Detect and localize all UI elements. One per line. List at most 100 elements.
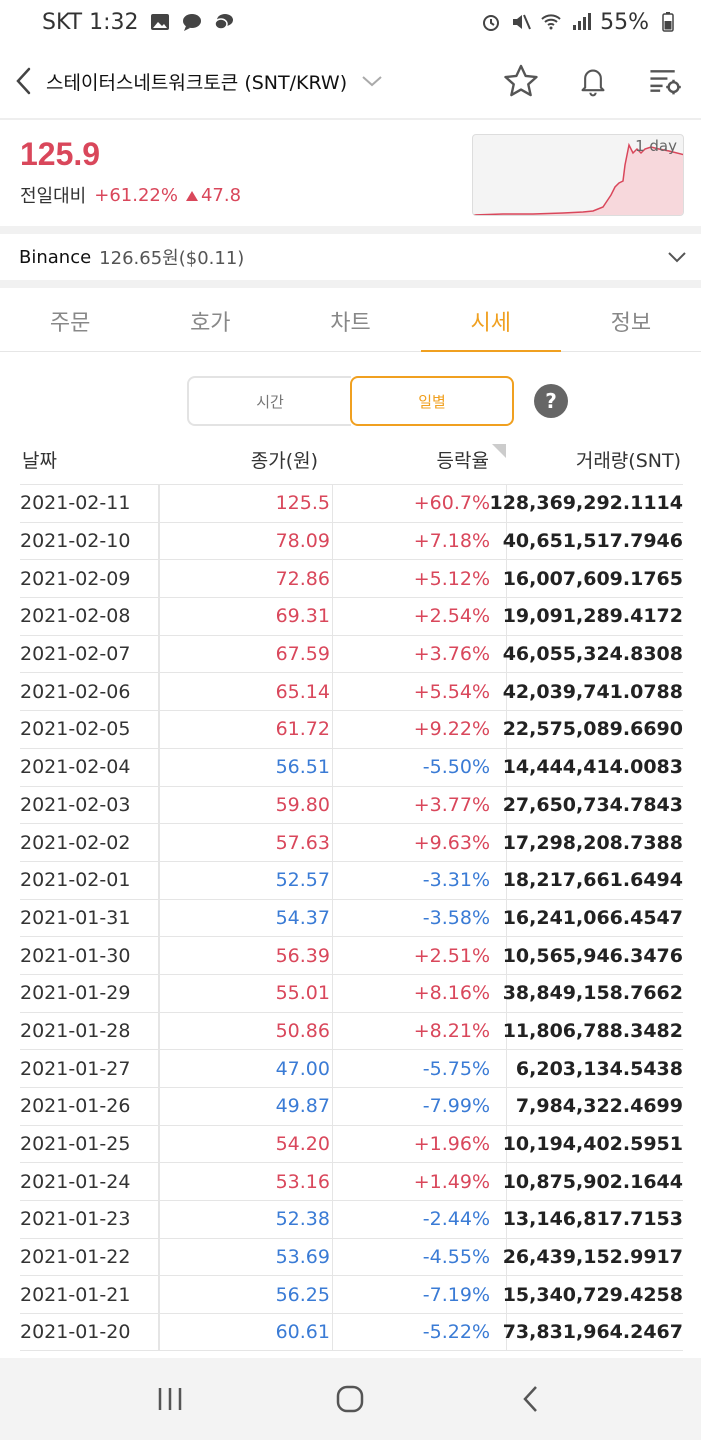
chat-bubble-icon [182, 14, 201, 31]
cell-rate: +7.18% [332, 522, 510, 560]
table-row[interactable]: 2021-01-28 50.86 +8.21% 11,806,788.3482 [20, 1011, 683, 1050]
cell-close: 57.63 [158, 824, 332, 861]
table-header: 날짜 종가(원) 등락율 거래량(SNT) [0, 438, 701, 484]
coin-title[interactable]: 스테이터스네트워크토큰 (SNT/KRW) [46, 71, 348, 94]
tab-info[interactable]: 정보 [610, 310, 652, 336]
cell-rate: +9.63% [332, 824, 510, 861]
mute-icon [513, 14, 532, 30]
cell-date: 2021-01-21 [20, 1283, 131, 1306]
table-row[interactable]: 2021-01-20 60.61 -5.22% 73,831,964.2467 [20, 1313, 683, 1351]
mini-price-chart[interactable]: 1 day [472, 134, 684, 216]
cell-date: 2021-01-24 [20, 1170, 131, 1193]
cell-date: 2021-02-03 [20, 793, 131, 816]
table-row[interactable]: 2021-02-10 78.09 +7.18% 40,651,517.7946 [20, 521, 683, 560]
cell-volume: 15,340,729.4258 [503, 1276, 683, 1314]
cell-rate: +1.96% [332, 1125, 510, 1163]
cell-close: 49.87 [158, 1088, 332, 1125]
carrier-time: SKT 1:32 [42, 9, 139, 35]
cell-close: 67.59 [158, 635, 332, 673]
table-row[interactable]: 2021-02-04 56.51 -5.50% 14,444,414.0083 [20, 747, 683, 786]
cell-date: 2021-02-09 [20, 567, 131, 590]
table-row[interactable]: 2021-02-01 52.57 -3.31% 18,217,661.6494 [20, 860, 683, 899]
toggle-time[interactable]: 시간 [187, 376, 351, 426]
table-row[interactable]: 2021-02-03 59.80 +3.77% 27,650,734.7843 [20, 785, 683, 824]
tab-order[interactable]: 주문 [49, 310, 91, 336]
header-rate[interactable]: 등락율 [436, 450, 489, 472]
table-row[interactable]: 2021-01-27 47.00 -5.75% 6,203,134.5438 [20, 1049, 683, 1087]
table-row[interactable]: 2021-01-21 56.25 -7.19% 15,340,729.4258 [20, 1275, 683, 1314]
current-price: 125.9 [20, 136, 101, 172]
cell-date: 2021-01-23 [20, 1208, 131, 1231]
system-nav-bar [0, 1358, 701, 1440]
cell-volume: 19,091,289.4172 [503, 598, 683, 635]
back-arrow-icon[interactable] [4, 43, 44, 119]
cell-rate: +8.21% [332, 1012, 510, 1050]
table-row[interactable]: 2021-02-09 72.86 +5.12% 16,007,609.1765 [20, 559, 683, 598]
settings-list-icon[interactable] [629, 43, 701, 119]
divider [0, 226, 701, 234]
cell-volume: 42,039,741.0788 [503, 673, 683, 711]
nav-back-icon[interactable] [501, 1369, 561, 1429]
recent-apps-icon[interactable] [140, 1369, 200, 1429]
cell-volume: 6,203,134.5438 [506, 1050, 683, 1087]
header-volume[interactable]: 거래량(SNT) [575, 450, 681, 472]
price-summary: 125.9 전일대비 +61.22% 47.8 1 day [0, 122, 701, 228]
exchange-compare-row[interactable]: Binance 126.65원($0.11) [0, 234, 701, 280]
cell-volume: 38,849,158.7662 [503, 974, 683, 1012]
cell-close: 56.51 [158, 748, 332, 786]
table-row[interactable]: 2021-02-05 61.72 +9.22% 22,575,089.6690 [20, 710, 683, 748]
favorite-star-icon[interactable] [485, 43, 557, 119]
cell-date: 2021-02-11 [20, 492, 131, 515]
tab-chart[interactable]: 차트 [330, 310, 371, 336]
cell-close: 47.00 [158, 1050, 332, 1087]
cell-volume: 11,806,788.3482 [503, 1012, 683, 1050]
cell-close: 53.16 [158, 1163, 332, 1201]
table-row[interactable]: 2021-01-24 53.16 +1.49% 10,875,902.1644 [20, 1162, 683, 1201]
cell-rate: -4.55% [332, 1238, 510, 1276]
cell-volume: 10,194,402.5951 [503, 1125, 683, 1163]
table-row[interactable]: 2021-02-06 65.14 +5.54% 42,039,741.0788 [20, 672, 683, 711]
header-close[interactable]: 종가(원) [250, 450, 318, 472]
cell-rate: -2.44% [332, 1201, 510, 1238]
cell-date: 2021-02-06 [20, 680, 131, 703]
table-row[interactable]: 2021-01-31 54.37 -3.58% 16,241,066.4547 [20, 898, 683, 937]
tab-market-price[interactable]: 시세 [420, 290, 562, 352]
table-row[interactable]: 2021-01-29 55.01 +8.16% 38,849,158.7662 [20, 973, 683, 1012]
cell-date: 2021-02-07 [20, 643, 131, 666]
cell-date: 2021-01-22 [20, 1246, 131, 1269]
cell-close: 60.61 [158, 1314, 332, 1350]
cell-volume: 7,984,322.4699 [506, 1088, 683, 1125]
chevron-down-icon[interactable] [361, 69, 385, 93]
divider [0, 280, 701, 288]
table-row[interactable]: 2021-02-08 69.31 +2.54% 19,091,289.4172 [20, 597, 683, 635]
table-row[interactable]: 2021-01-23 52.38 -2.44% 13,146,817.7153 [20, 1200, 683, 1238]
header-date[interactable]: 날짜 [22, 450, 57, 472]
chevron-down-icon[interactable] [665, 245, 689, 269]
table-row[interactable]: 2021-01-25 54.20 +1.96% 10,194,402.5951 [20, 1124, 683, 1163]
cell-volume: 13,146,817.7153 [503, 1201, 683, 1238]
cell-close: 56.39 [158, 937, 332, 974]
cell-date: 2021-01-27 [20, 1057, 131, 1080]
help-icon[interactable]: ? [534, 384, 568, 418]
cell-rate: -5.22% [332, 1314, 510, 1350]
toggle-daily[interactable]: 일별 [350, 376, 514, 426]
table-row[interactable]: 2021-01-22 53.69 -4.55% 26,439,152.9917 [20, 1237, 683, 1276]
cell-volume: 128,369,292.1114 [489, 485, 683, 522]
table-row[interactable]: 2021-02-02 57.63 +9.63% 17,298,208.7388 [20, 823, 683, 861]
mini-chart-line [473, 142, 683, 215]
table-row[interactable]: 2021-02-07 67.59 +3.76% 46,055,324.8308 [20, 634, 683, 673]
cell-date: 2021-01-28 [20, 1019, 131, 1042]
signal-icon [573, 13, 592, 30]
table-row[interactable]: 2021-02-11 125.5 +60.7% 128,369,292.1114 [20, 484, 683, 522]
tab-bar: 주문 호가 차트 시세 정보 [0, 290, 701, 352]
cell-rate: -5.50% [332, 748, 510, 786]
notification-bell-icon[interactable] [557, 43, 629, 119]
tab-orderbook[interactable]: 호가 [190, 310, 231, 336]
home-icon[interactable] [320, 1369, 380, 1429]
cell-rate: -5.75% [332, 1050, 510, 1087]
table-row[interactable]: 2021-01-30 56.39 +2.51% 10,565,946.3476 [20, 936, 683, 974]
table-row[interactable]: 2021-01-26 49.87 -7.99% 7,984,322.4699 [20, 1087, 683, 1125]
cell-close: 125.5 [158, 485, 332, 522]
gallery-icon [150, 14, 169, 30]
cell-close: 59.80 [158, 786, 332, 824]
